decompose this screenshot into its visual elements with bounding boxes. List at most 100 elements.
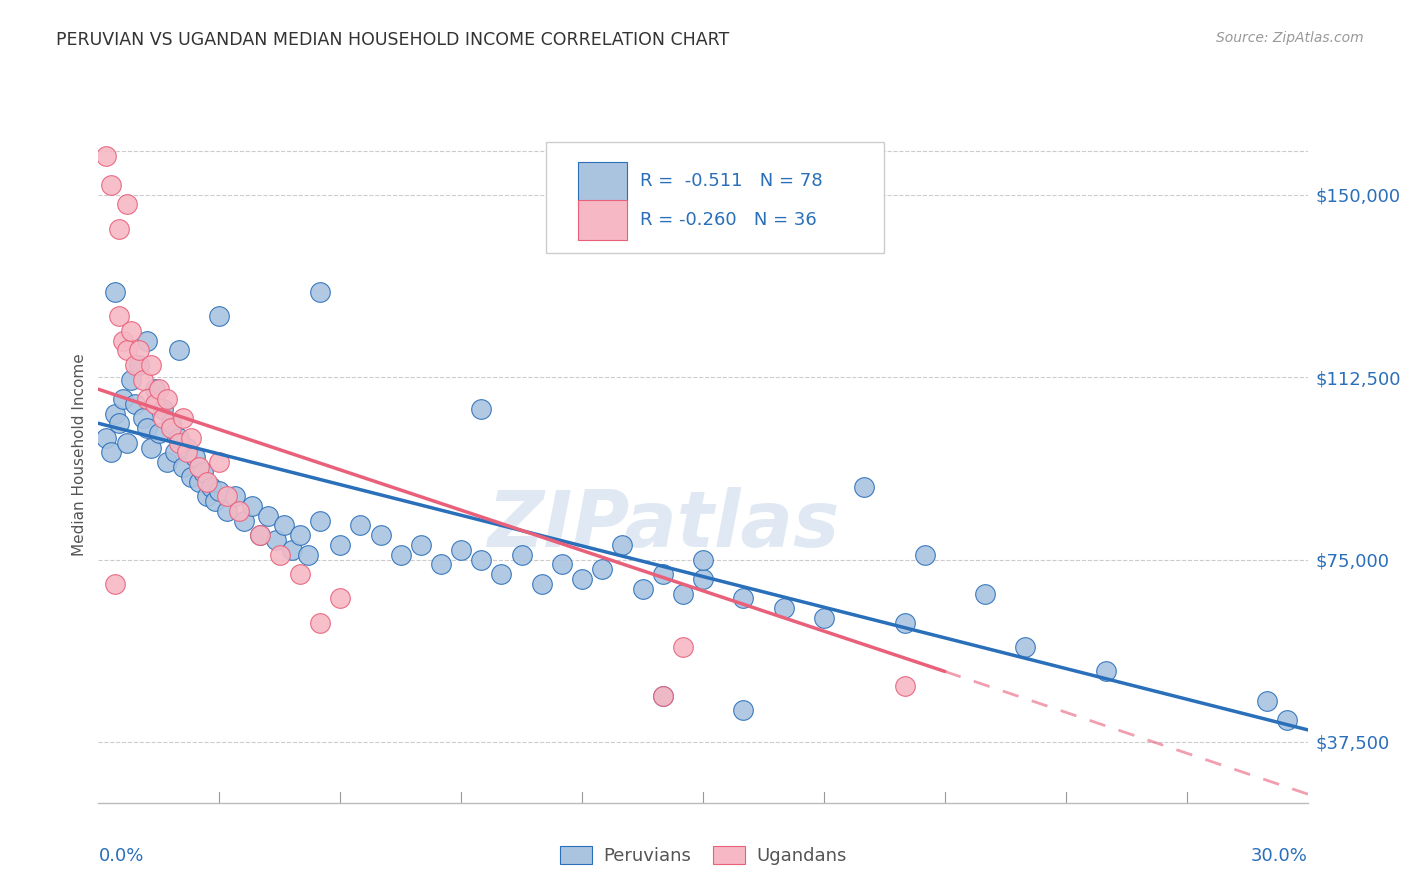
Point [672,586,695,600]
Point [188,460,211,475]
Point [188,475,211,489]
Point [100,445,122,459]
Point [470,552,492,566]
Point [591,562,613,576]
Point [107,221,129,235]
Point [692,552,714,566]
Point [530,577,553,591]
Point [195,489,218,503]
Point [813,611,835,625]
Point [200,479,222,493]
Point [551,558,574,572]
Point [491,567,513,582]
Point [893,679,915,693]
Point [139,358,162,372]
Point [128,358,150,372]
Point [180,470,202,484]
Point [281,542,304,557]
Y-axis label: Median Household Income: Median Household Income [72,353,87,557]
Point [143,382,166,396]
Point [167,431,190,445]
Point [208,455,231,469]
Point [309,285,332,299]
Text: 30.0%: 30.0% [1251,847,1308,864]
Text: Source: ZipAtlas.com: Source: ZipAtlas.com [1216,31,1364,45]
Point [651,689,673,703]
Point [135,392,157,406]
Point [370,528,392,542]
Point [1014,640,1036,654]
Text: PERUVIAN VS UGANDAN MEDIAN HOUSEHOLD INCOME CORRELATION CHART: PERUVIAN VS UGANDAN MEDIAN HOUSEHOLD INC… [56,31,730,49]
Point [103,285,125,299]
Point [167,343,190,358]
FancyBboxPatch shape [578,201,627,240]
Point [217,489,239,503]
Point [264,533,287,547]
Point [103,407,125,421]
Point [107,417,129,431]
Point [208,484,231,499]
Point [631,582,654,596]
Point [176,445,198,459]
Point [156,392,179,406]
Point [124,397,146,411]
Point [672,640,695,654]
Point [772,601,794,615]
Point [288,528,311,542]
Point [167,435,190,450]
Point [309,615,332,630]
Point [180,431,202,445]
Point [733,591,755,606]
Point [193,465,215,479]
Point [249,528,271,542]
Point [184,450,207,465]
Text: ZIPatlas: ZIPatlas [486,487,839,564]
Point [172,411,194,425]
Point [232,514,254,528]
Point [135,421,157,435]
Point [128,343,150,358]
Point [115,343,138,358]
Point [176,441,198,455]
Point [143,397,166,411]
Text: R = -0.260   N = 36: R = -0.260 N = 36 [640,211,817,229]
Point [297,548,319,562]
Point [148,382,170,396]
Point [132,372,155,386]
Point [470,401,492,416]
Text: R =  -0.511   N = 78: R = -0.511 N = 78 [640,172,823,191]
Point [288,567,311,582]
Point [450,542,472,557]
Point [510,548,533,562]
Point [309,514,332,528]
FancyBboxPatch shape [546,142,884,253]
Point [228,504,250,518]
Point [107,310,129,324]
Point [204,494,226,508]
Point [115,435,138,450]
Point [249,528,271,542]
Point [96,431,118,445]
Point [1256,693,1278,707]
Point [152,411,174,425]
Point [160,421,183,435]
Point [224,489,246,503]
Point [1095,665,1118,679]
Point [139,441,162,455]
Point [329,538,352,552]
Point [612,538,634,552]
Point [111,334,134,348]
Point [111,392,134,406]
Point [172,460,194,475]
Point [692,572,714,586]
Point [148,425,170,440]
Point [115,197,138,211]
FancyBboxPatch shape [578,162,627,202]
Point [651,567,673,582]
Point [152,401,174,416]
Point [273,518,295,533]
Point [571,572,593,586]
Point [256,508,278,523]
Point [208,310,231,324]
Point [269,548,291,562]
